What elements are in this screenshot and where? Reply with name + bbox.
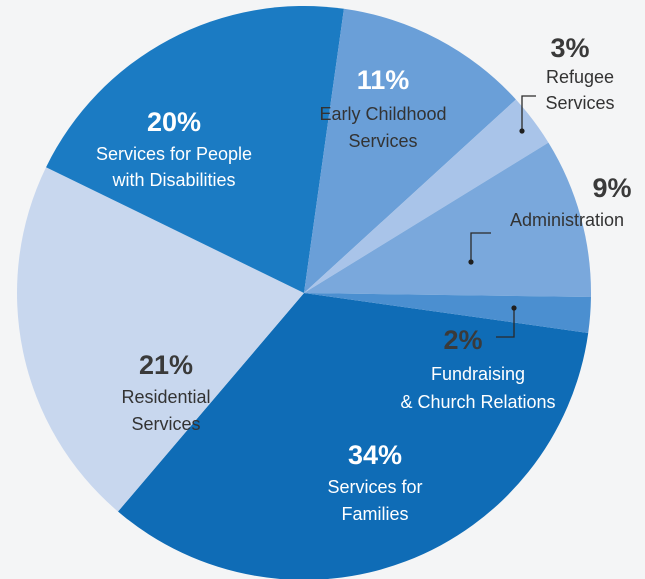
leader-refugee-dot: [519, 128, 525, 134]
pct-label-refugee: 3%: [550, 33, 589, 63]
slice-label-residential-line1: Residential: [121, 387, 210, 407]
pie-slice-residential: [17, 167, 305, 512]
slice-label-families-line2: Families: [341, 504, 408, 524]
pie-slice-families: [117, 293, 589, 579]
pct-label-residential: 21%: [139, 350, 193, 380]
pct-label-early-childhood: 11%: [357, 65, 410, 95]
leader-fundraising: [496, 308, 515, 338]
pct-label-administration: 9%: [592, 173, 631, 203]
pie-slice-administration: [304, 142, 591, 298]
slice-label-families-line1: Services for: [327, 477, 422, 497]
leader-fundraising-dot: [511, 305, 517, 311]
leader-administration-dot: [468, 259, 474, 265]
pie-slice-early-childhood: [304, 8, 516, 293]
pct-label-fundraising: 2%: [443, 325, 482, 355]
slice-label-disabilities-line1: Services for People: [96, 144, 252, 164]
pie-slice-refugee: [304, 99, 549, 293]
pie-slices: [17, 5, 591, 579]
leader-lines: [468, 95, 536, 338]
slice-label-administration: Administration: [510, 210, 624, 230]
slice-label-early-childhood-line1: Early Childhood: [319, 104, 446, 124]
slice-label-refugee-line2: Services: [545, 93, 614, 113]
slice-label-refugee-line1: Refugee: [546, 67, 614, 87]
slice-label-disabilities-line2: with Disabilities: [111, 170, 235, 190]
pct-label-disabilities: 20%: [147, 107, 201, 137]
leader-administration: [470, 232, 491, 262]
pie-slice-fundraising: [304, 293, 591, 333]
slice-label-residential-line2: Services: [131, 414, 200, 434]
slice-label-early-childhood-line2: Services: [348, 131, 417, 151]
slice-label-fundraising-line1: Fundraising: [431, 364, 525, 384]
slice-label-fundraising-line2: & Church Relations: [400, 392, 555, 412]
pct-label-families: 34%: [348, 440, 402, 470]
pie-slice-disabilities: [46, 5, 344, 294]
leader-refugee: [521, 95, 536, 131]
